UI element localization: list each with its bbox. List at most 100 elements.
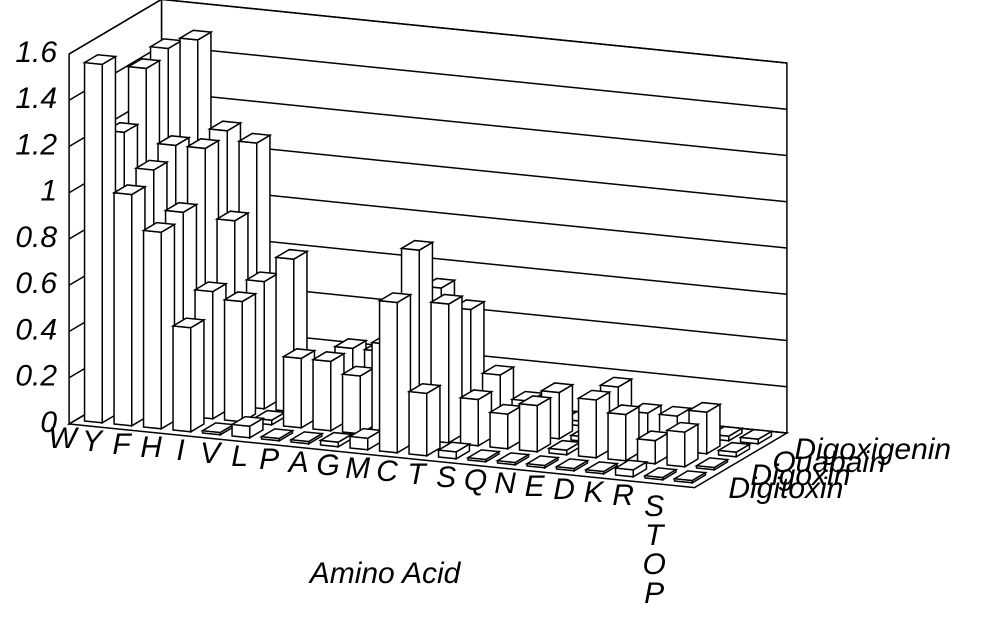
- bar: [554, 458, 590, 473]
- bar: [141, 221, 177, 431]
- bar-front: [172, 325, 192, 433]
- bar-side: [558, 383, 574, 441]
- bar-top: [465, 449, 502, 461]
- bar-top: [318, 431, 354, 443]
- y-tick-label: 1.6: [15, 36, 57, 69]
- bar-top: [495, 452, 531, 464]
- x-tick-label: P: [259, 443, 279, 476]
- y-tick-label: 0.2: [15, 360, 57, 393]
- bar: [524, 455, 561, 470]
- y-tick-label: 1.2: [15, 128, 57, 161]
- bar-top: [539, 382, 575, 394]
- x-tick-label: F: [112, 428, 132, 461]
- bar: [310, 351, 347, 433]
- bar: [465, 449, 502, 464]
- bar-top: [517, 395, 553, 407]
- bar: [340, 365, 376, 436]
- bar-front: [636, 438, 656, 465]
- bar-front: [408, 390, 428, 457]
- y-tick-label: 0: [40, 406, 57, 439]
- x-tick-label: STOP: [638, 490, 671, 606]
- y-tick-label: 1: [40, 175, 57, 208]
- series-label: Digitoxin: [728, 472, 843, 505]
- bar-front: [142, 229, 162, 430]
- bar-top: [686, 401, 723, 413]
- y-tick-label: 1.4: [15, 82, 57, 115]
- series-label: Digoxigenin: [794, 433, 951, 466]
- bar-front: [577, 397, 597, 459]
- x-tick-label: M: [345, 452, 370, 485]
- bar-top: [642, 467, 679, 479]
- bar-top: [236, 132, 273, 144]
- bar: [583, 461, 620, 476]
- grid-line: [161, 0, 787, 64]
- bar-front: [113, 191, 133, 427]
- bar-top: [554, 458, 590, 470]
- bar-top: [694, 457, 730, 469]
- bar: [318, 431, 354, 449]
- bar-top: [126, 58, 162, 70]
- x-tick-label: Q: [464, 464, 487, 497]
- bar: [229, 415, 266, 440]
- bar-top: [664, 421, 701, 433]
- bar-top: [598, 376, 634, 388]
- bar: [635, 430, 671, 466]
- series-label: Digoxin: [750, 459, 850, 492]
- bar: [694, 457, 730, 472]
- bar-top: [177, 29, 214, 41]
- bar: [406, 382, 443, 458]
- bar: [517, 395, 553, 454]
- x-tick-label: N: [494, 467, 516, 500]
- bar-top: [155, 135, 192, 147]
- bar: [495, 452, 531, 467]
- x-tick-label: L: [231, 440, 248, 473]
- bar-top: [716, 441, 752, 453]
- bar-top: [576, 389, 612, 401]
- bar-top: [480, 364, 516, 376]
- bar: [436, 441, 472, 461]
- bar: [487, 403, 524, 451]
- bar-front: [607, 411, 627, 462]
- bar-front: [378, 299, 398, 454]
- bar-top: [82, 53, 118, 66]
- bar: [222, 291, 258, 424]
- bar: [377, 292, 413, 455]
- bar-side: [190, 318, 205, 434]
- bar: [281, 348, 317, 430]
- bar-top: [332, 338, 369, 350]
- bar-top: [657, 405, 693, 417]
- x-tick-label: E: [525, 470, 546, 503]
- x-tick-label: I: [176, 434, 184, 467]
- series-label: Ouabain: [772, 446, 885, 479]
- bar-top: [273, 248, 310, 260]
- bar: [605, 404, 642, 463]
- bar-top: [141, 221, 177, 234]
- bar-top: [377, 292, 413, 304]
- bar-top: [192, 281, 229, 293]
- bar: [686, 401, 723, 456]
- bar: [288, 431, 325, 446]
- x-axis-title: Amino Acid: [308, 557, 462, 590]
- bar-front: [223, 298, 243, 423]
- y-tick-label: 0.6: [15, 267, 57, 300]
- bar-front: [282, 355, 302, 429]
- bar: [716, 441, 752, 459]
- x-tick-label: D: [553, 473, 575, 506]
- bar-top: [229, 415, 266, 428]
- bar: [738, 428, 774, 446]
- bar-top: [458, 389, 494, 401]
- bar-front: [489, 411, 509, 450]
- bar-top: [185, 138, 221, 150]
- bar-top: [288, 431, 325, 443]
- x-tick-label: C: [376, 455, 398, 488]
- bar-top: [133, 159, 170, 171]
- bar: [672, 470, 708, 485]
- bar: [111, 184, 148, 428]
- bar-front: [83, 61, 103, 424]
- bar-side: [426, 384, 441, 458]
- grid-line: [161, 91, 787, 157]
- bar-top: [428, 293, 465, 305]
- bar-front: [341, 373, 361, 435]
- bar-top: [214, 210, 251, 222]
- bar-top: [605, 404, 642, 416]
